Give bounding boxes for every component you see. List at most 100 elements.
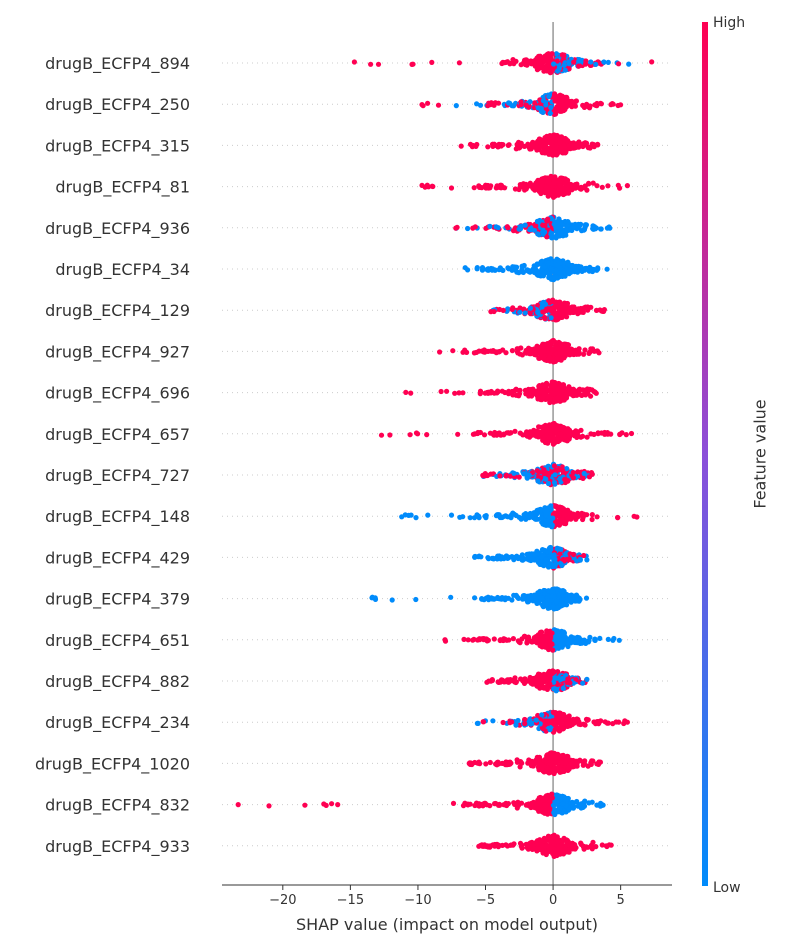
shap-dot [562,273,568,279]
shap-dot [492,142,498,148]
shap-dot [536,424,543,430]
shap-dot [424,432,430,438]
shap-dot [550,647,556,653]
shap-dot [560,685,566,692]
shap-dot [520,184,526,190]
shap-dot [460,514,466,520]
shap-dot [548,767,554,773]
shap-dot [437,349,443,355]
shap-dot [588,393,594,399]
shap-dot [557,728,563,734]
shap-dot [559,385,565,391]
shap-dot [559,517,565,523]
shap-dots [235,51,655,860]
shap-dot [540,435,546,442]
shap-dot [548,588,554,594]
shap-dot [453,225,459,231]
shap-dot [592,226,598,232]
shap-dot [551,679,557,685]
feature-label: drugB_ECFP4_234 [45,713,190,733]
shap-dot [539,712,545,718]
shap-dot [518,759,524,765]
shap-dot [520,596,526,602]
shap-dot [556,631,562,638]
shap-dot [564,314,570,320]
feature-label: drugB_ECFP4_894 [45,54,190,74]
shap-dot [505,265,511,271]
shap-dot [562,94,568,100]
shap-dot [607,225,613,231]
feature-label: drugB_ECFP4_696 [45,384,190,404]
shap-dot [559,588,565,594]
shap-dot [580,475,586,481]
shap-dot [579,142,585,148]
shap-dot [557,550,563,557]
shap-dot [266,803,272,809]
colorbar-low-label: Low [713,880,741,896]
feature-label: drugB_ECFP4_81 [55,178,190,198]
shap-dot [581,511,587,517]
shap-dot [481,636,487,642]
shap-dot [526,472,532,478]
shap-dot [544,602,550,608]
shap-dot [550,433,556,439]
shap-dot [579,57,585,64]
shap-dot [583,265,589,271]
shap-dot [536,846,542,852]
shap-dot [483,225,489,231]
shap-dot [570,475,577,481]
shap-dot [480,472,486,478]
feature-label: drugB_ECFP4_250 [45,95,190,115]
shap-dot [544,234,550,240]
shap-dot [472,431,478,437]
shap-dot [545,811,551,817]
shap-dot [531,227,538,233]
shap-dot [560,759,567,766]
shap-dot [503,59,509,65]
shap-dot [548,256,554,262]
shap-dot [460,803,467,809]
shap-dot [526,345,532,351]
shap-dot [551,180,557,186]
shap-dot [565,767,571,774]
shap-dot [415,431,421,437]
shap-dot [547,355,553,361]
shap-dot [527,593,533,599]
shap-dot [533,717,539,723]
shap-dot [435,102,442,108]
shap-dot [511,470,517,476]
shap-dot [553,688,559,694]
shap-dot [480,719,487,725]
shap-dot [608,431,614,437]
shap-dot [557,341,564,347]
shap-dot [533,391,540,398]
shap-dot [562,721,568,727]
shap-dot [610,637,616,643]
shap-dot [483,513,489,519]
shap-dot [569,348,576,354]
shap-dot [554,356,560,362]
shap-dot [599,184,605,190]
shap-dot [560,353,566,359]
shap-dot [387,432,393,438]
shap-dot [495,594,501,601]
shap-dot [561,835,567,842]
shap-dot [590,346,596,352]
shap-dot [608,842,614,848]
shap-dot [302,802,308,808]
shap-dot [553,51,560,57]
shap-dot [593,390,599,396]
shap-dot [561,808,568,815]
shap-dot [523,391,529,397]
shap-dot [565,342,572,348]
shap-dot [520,432,526,438]
shap-dot [491,100,498,106]
shap-dot [563,260,569,266]
shap-dot [485,103,491,109]
shap-dot [533,511,539,517]
shap-dot [558,98,564,104]
shap-dot [474,101,480,107]
shap-dot [473,143,479,149]
shap-dot [474,720,480,727]
